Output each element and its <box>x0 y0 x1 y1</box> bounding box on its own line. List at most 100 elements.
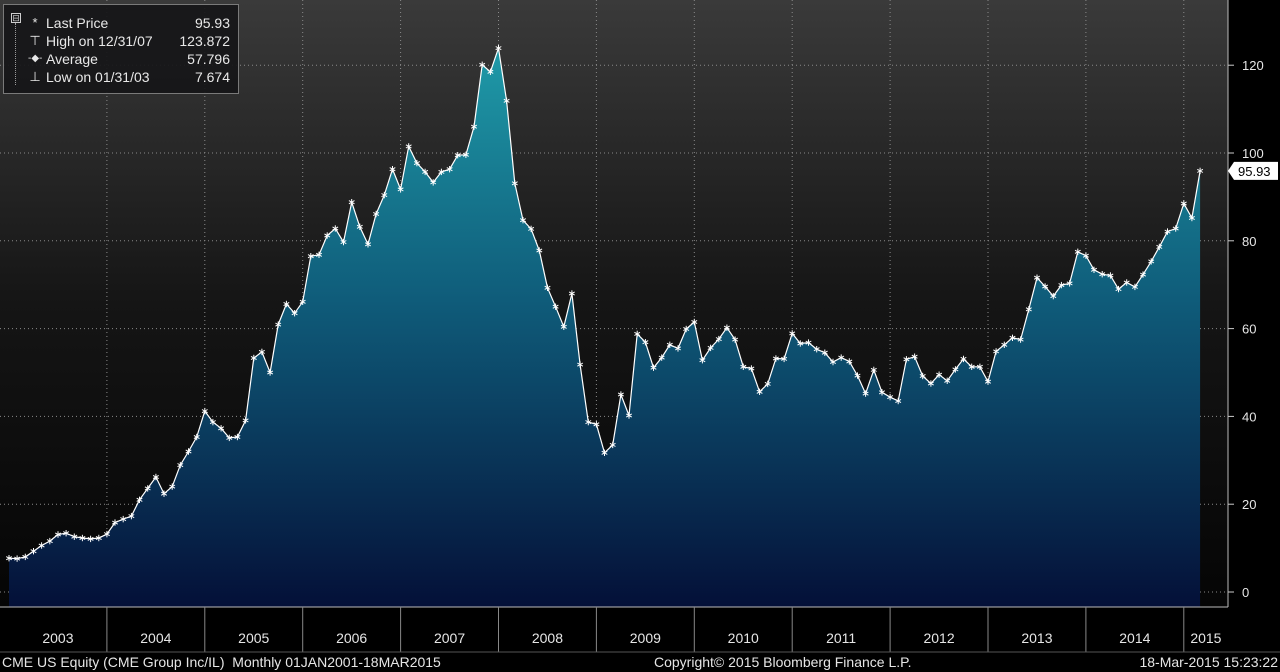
data-point <box>1099 271 1106 278</box>
data-point <box>169 483 176 490</box>
data-point <box>528 225 535 233</box>
data-point <box>691 318 698 326</box>
data-point <box>805 339 812 346</box>
data-point <box>22 553 29 561</box>
data-point <box>185 448 192 455</box>
data-point <box>699 357 706 364</box>
data-point <box>79 534 86 542</box>
data-point <box>919 372 926 380</box>
data-point <box>46 537 53 545</box>
data-point <box>503 97 510 105</box>
x-tick-label: 2004 <box>140 630 171 646</box>
data-point <box>128 512 135 520</box>
y-tick-label: 40 <box>1242 409 1256 424</box>
data-point <box>405 143 412 150</box>
data-point <box>952 366 959 373</box>
y-tick-label: 20 <box>1242 497 1256 512</box>
data-point <box>144 485 151 492</box>
data-point <box>438 168 445 176</box>
data-point <box>658 354 665 361</box>
last-price-label: 95.93 <box>1238 164 1271 179</box>
data-point <box>617 391 624 398</box>
data-point <box>536 247 543 254</box>
collapse-icon[interactable]: ⊟ <box>11 13 21 23</box>
data-point <box>797 340 804 347</box>
data-point <box>993 348 1000 355</box>
data-point <box>829 358 837 366</box>
data-point <box>307 253 314 260</box>
legend-value: 7.674 <box>194 69 230 85</box>
legend-label: Average <box>46 51 98 67</box>
data-point <box>821 349 828 356</box>
data-point <box>1164 228 1171 235</box>
data-point <box>38 542 45 549</box>
data-point <box>242 417 249 424</box>
low-marker-icon: ⊥ <box>29 69 41 84</box>
data-point <box>479 61 486 69</box>
data-point <box>324 232 331 239</box>
data-point <box>1188 214 1195 222</box>
data-point <box>854 372 861 379</box>
data-point <box>218 425 225 432</box>
data-point <box>552 303 559 310</box>
data-point <box>968 363 975 370</box>
data-point <box>862 390 869 397</box>
data-point <box>732 336 739 343</box>
y-tick-label: 80 <box>1242 234 1256 249</box>
legend-value: 57.796 <box>187 51 230 67</box>
data-point <box>389 165 396 173</box>
data-point <box>650 364 657 371</box>
data-point <box>87 535 94 543</box>
data-point <box>560 323 567 330</box>
data-point <box>625 412 633 419</box>
data-point <box>1156 243 1163 251</box>
data-point <box>103 530 110 538</box>
x-tick-label: 2010 <box>728 630 759 646</box>
data-point <box>887 393 894 401</box>
data-point <box>813 346 820 353</box>
x-tick-label: 2009 <box>630 630 661 646</box>
data-point <box>315 251 323 259</box>
data-point <box>1074 248 1081 256</box>
data-point <box>14 555 21 562</box>
high-marker-icon: ⊤ <box>29 33 41 48</box>
data-point <box>756 388 763 395</box>
legend-value: 95.93 <box>194 15 230 31</box>
x-axis: 2003 2004 2005 2006 2007 2008 2009 2010 2011 2012… <box>0 606 1228 652</box>
data-point <box>5 555 13 562</box>
data-point <box>764 380 771 388</box>
y-tick-label: 120 <box>1242 58 1264 73</box>
data-point <box>120 515 127 523</box>
data-point <box>177 461 184 469</box>
data-point <box>160 490 168 497</box>
data-point <box>275 321 282 328</box>
data-point <box>772 355 779 362</box>
data-point <box>1017 336 1024 343</box>
legend-label: High on 12/31/07 <box>46 33 153 49</box>
footer-timestamp: 18-Mar-2015 15:23:22 <box>1139 654 1278 670</box>
data-point <box>976 363 983 370</box>
data-point <box>577 361 584 368</box>
data-point <box>348 198 355 206</box>
data-point <box>666 341 673 348</box>
data-point <box>634 330 641 338</box>
data-point <box>585 418 592 426</box>
legend-tree-line <box>15 23 22 85</box>
footer-copyright: Copyright© 2015 Bloomberg Finance L.P. <box>654 654 912 670</box>
data-point <box>1001 341 1008 348</box>
data-point <box>470 123 478 130</box>
data-point <box>1082 252 1089 259</box>
y-tick-label: 60 <box>1242 322 1256 337</box>
data-point <box>30 548 37 555</box>
price-area <box>9 48 1201 608</box>
data-point <box>1066 280 1073 287</box>
data-point <box>413 159 420 167</box>
data-point <box>944 377 951 384</box>
data-point <box>54 531 62 538</box>
data-point <box>927 380 934 387</box>
data-point <box>267 369 274 376</box>
data-point <box>495 44 502 52</box>
data-point <box>1180 200 1187 207</box>
x-tick-label: 2007 <box>434 630 465 646</box>
data-point <box>511 180 518 187</box>
